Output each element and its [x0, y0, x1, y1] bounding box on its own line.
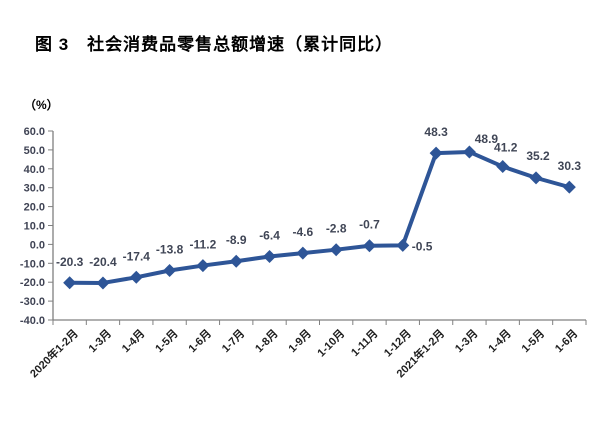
data-label: -8.9: [226, 233, 247, 247]
data-label: -13.8: [156, 242, 184, 256]
x-tick-label: 1-5月: [152, 327, 180, 355]
x-tick-label: 1-4月: [486, 327, 514, 355]
data-label: 48.3: [424, 125, 448, 139]
y-tick-label: -10.0: [20, 258, 45, 270]
data-label: 35.2: [526, 149, 550, 163]
x-tick-label: 1-7月: [219, 327, 247, 355]
data-point-marker: [96, 276, 110, 290]
x-tick-label: 1-11月: [348, 327, 380, 359]
data-point-marker: [63, 276, 77, 290]
data-point-marker: [129, 270, 143, 284]
data-label: -11.2: [190, 238, 217, 252]
data-point-marker: [496, 160, 510, 174]
data-label: -6.4: [259, 228, 280, 242]
data-point-marker: [229, 254, 243, 268]
x-tick-label: 1-12月: [381, 327, 414, 360]
y-tick-label: 40.0: [24, 164, 45, 176]
x-tick-label: 1-6月: [186, 327, 214, 355]
data-label: 30.3: [558, 159, 582, 173]
data-point-marker: [562, 180, 576, 194]
x-tick-label: 1-8月: [252, 327, 280, 355]
x-tick-label: 1-6月: [552, 327, 580, 355]
data-label: 48.9: [475, 132, 499, 146]
data-label: 41.2: [494, 141, 518, 155]
data-point-marker: [329, 243, 343, 257]
data-point-marker: [396, 238, 410, 252]
data-label: -2.8: [326, 222, 347, 236]
data-point-marker: [362, 239, 376, 253]
chart-title: 图 3 社会消费品零售总额增速（累计同比）: [35, 35, 394, 54]
x-tick-label: 1-10月: [315, 327, 348, 360]
data-label: -0.7: [359, 218, 380, 232]
y-tick-label: -30.0: [20, 296, 45, 308]
data-label: -0.5: [412, 239, 433, 253]
data-point-marker: [196, 259, 210, 273]
x-tick-label: 1-3月: [452, 327, 480, 355]
y-tick-label: 10.0: [24, 221, 45, 233]
series-line: [69, 149, 570, 285]
data-label: -20.3: [56, 255, 84, 269]
line-chart: （%） 60.0 50.0 40.0 30.0 20.0 10.0 0.0 -10.0 -20.0…: [20, 97, 587, 380]
x-tick-label: 1-4月: [119, 327, 147, 355]
x-tick-label: 1-3月: [86, 327, 114, 355]
y-tick-label: 20.0: [24, 202, 45, 214]
data-label: -20.4: [89, 255, 117, 269]
x-tick-label: 2020年1-2月: [27, 326, 81, 380]
y-tick-label: 0.0: [30, 239, 45, 251]
y-tick-label: 50.0: [24, 145, 45, 157]
y-axis-unit-label: （%）: [24, 97, 59, 112]
data-point-marker: [263, 249, 277, 263]
data-label: -4.6: [293, 225, 314, 239]
y-tick-label: -40.0: [20, 315, 45, 327]
data-point-marker: [296, 246, 310, 260]
x-tick-label: 1-5月: [519, 327, 547, 355]
data-point-marker: [429, 146, 443, 160]
x-tick-label: 1-9月: [286, 327, 314, 355]
y-tick-label: 30.0: [24, 183, 45, 195]
data-point-marker: [462, 145, 476, 159]
data-point-marker: [163, 263, 177, 277]
y-tick-label: -20.0: [20, 277, 45, 289]
data-point-marker: [529, 171, 543, 185]
data-label: -17.4: [123, 249, 151, 263]
y-tick-label: 60.0: [24, 126, 45, 138]
